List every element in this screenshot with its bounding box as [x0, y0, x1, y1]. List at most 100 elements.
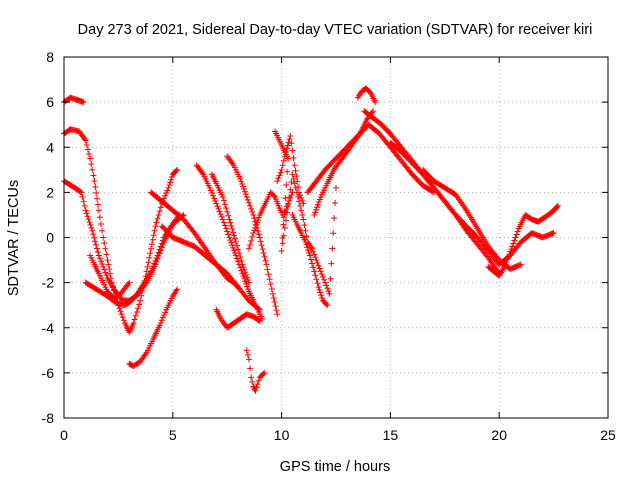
data-point	[245, 245, 252, 252]
data-point	[232, 252, 239, 259]
data-point	[253, 222, 260, 229]
data-point	[247, 365, 254, 372]
data-point	[88, 161, 95, 168]
data-point	[513, 231, 520, 238]
data-point	[282, 217, 289, 224]
data-point	[303, 233, 310, 240]
data-point	[331, 215, 338, 222]
data-point	[310, 264, 317, 271]
data-point	[231, 235, 238, 242]
data-point	[236, 250, 243, 257]
data-point	[82, 137, 89, 144]
data-point	[240, 183, 247, 190]
data-point	[263, 261, 270, 268]
data-point	[91, 234, 98, 241]
data-point	[278, 248, 285, 255]
data-point	[280, 214, 287, 221]
data-point	[239, 180, 246, 187]
data-point	[214, 203, 221, 210]
data-point	[247, 202, 254, 209]
y-axis: -8 -6 -4 -2 0 2 4 6 8	[42, 49, 608, 426]
data-point	[85, 216, 92, 223]
data-point	[208, 190, 215, 197]
data-point	[155, 253, 162, 260]
data-point	[156, 322, 163, 329]
data-point	[226, 234, 233, 241]
data-point	[330, 230, 337, 237]
data-point	[307, 256, 314, 263]
data-point	[241, 188, 248, 195]
data-point	[137, 297, 144, 304]
data-point	[550, 229, 557, 236]
data-point	[283, 181, 290, 188]
data-point	[235, 258, 242, 265]
data-point	[230, 244, 237, 251]
data-point	[90, 172, 97, 179]
data-point	[132, 312, 139, 319]
data-point	[296, 198, 303, 205]
data-point	[163, 190, 170, 197]
data-point	[280, 221, 287, 228]
data-point	[106, 266, 113, 273]
data-point	[287, 132, 294, 139]
data-point	[216, 208, 223, 215]
data-point	[313, 276, 320, 283]
y-tick-label: 8	[46, 49, 54, 65]
data-point	[83, 210, 90, 217]
data-point	[306, 249, 313, 256]
data-point	[279, 162, 286, 169]
data-point	[322, 279, 329, 286]
series-arc-5	[126, 286, 181, 370]
data-point	[276, 172, 283, 179]
data-point	[86, 151, 93, 158]
data-point	[233, 255, 240, 262]
data-point	[328, 260, 335, 267]
series-scattered	[272, 128, 339, 297]
data-point	[372, 99, 379, 106]
data-point	[81, 202, 88, 209]
data-point	[254, 381, 261, 388]
data-point	[315, 262, 322, 269]
data-point	[217, 211, 224, 218]
data-point	[244, 196, 251, 203]
data-point	[554, 203, 561, 210]
data-point	[227, 219, 234, 226]
data-point	[92, 183, 99, 190]
data-point	[153, 258, 160, 265]
data-point	[119, 314, 126, 321]
data-point	[254, 217, 261, 224]
data-point	[309, 260, 316, 267]
data-point	[84, 146, 91, 153]
data-point	[254, 219, 261, 226]
data-point	[152, 261, 159, 268]
data-point	[164, 187, 171, 194]
data-point	[260, 371, 267, 378]
data-point	[222, 201, 229, 208]
data-point	[93, 245, 100, 252]
data-point	[261, 253, 268, 260]
data-point	[333, 184, 339, 191]
data-point	[266, 276, 273, 283]
data-point	[237, 254, 244, 261]
data-point	[96, 214, 103, 221]
data-point	[154, 255, 161, 262]
series-arc-4	[82, 211, 183, 309]
data-point	[327, 275, 334, 282]
data-point	[318, 292, 325, 299]
data-point	[288, 178, 295, 185]
data-point	[243, 193, 250, 200]
data-point	[168, 176, 175, 183]
data-point	[241, 266, 248, 273]
data-point	[554, 202, 561, 209]
data-point	[158, 317, 165, 324]
data-point	[251, 227, 258, 234]
data-point	[103, 272, 110, 279]
data-point	[278, 166, 285, 173]
data-point	[130, 320, 137, 327]
data-point	[305, 247, 312, 254]
y-tick-label: -4	[42, 320, 55, 336]
data-point	[285, 202, 292, 209]
data-point	[325, 288, 332, 295]
x-tick-label: 10	[274, 427, 290, 443]
